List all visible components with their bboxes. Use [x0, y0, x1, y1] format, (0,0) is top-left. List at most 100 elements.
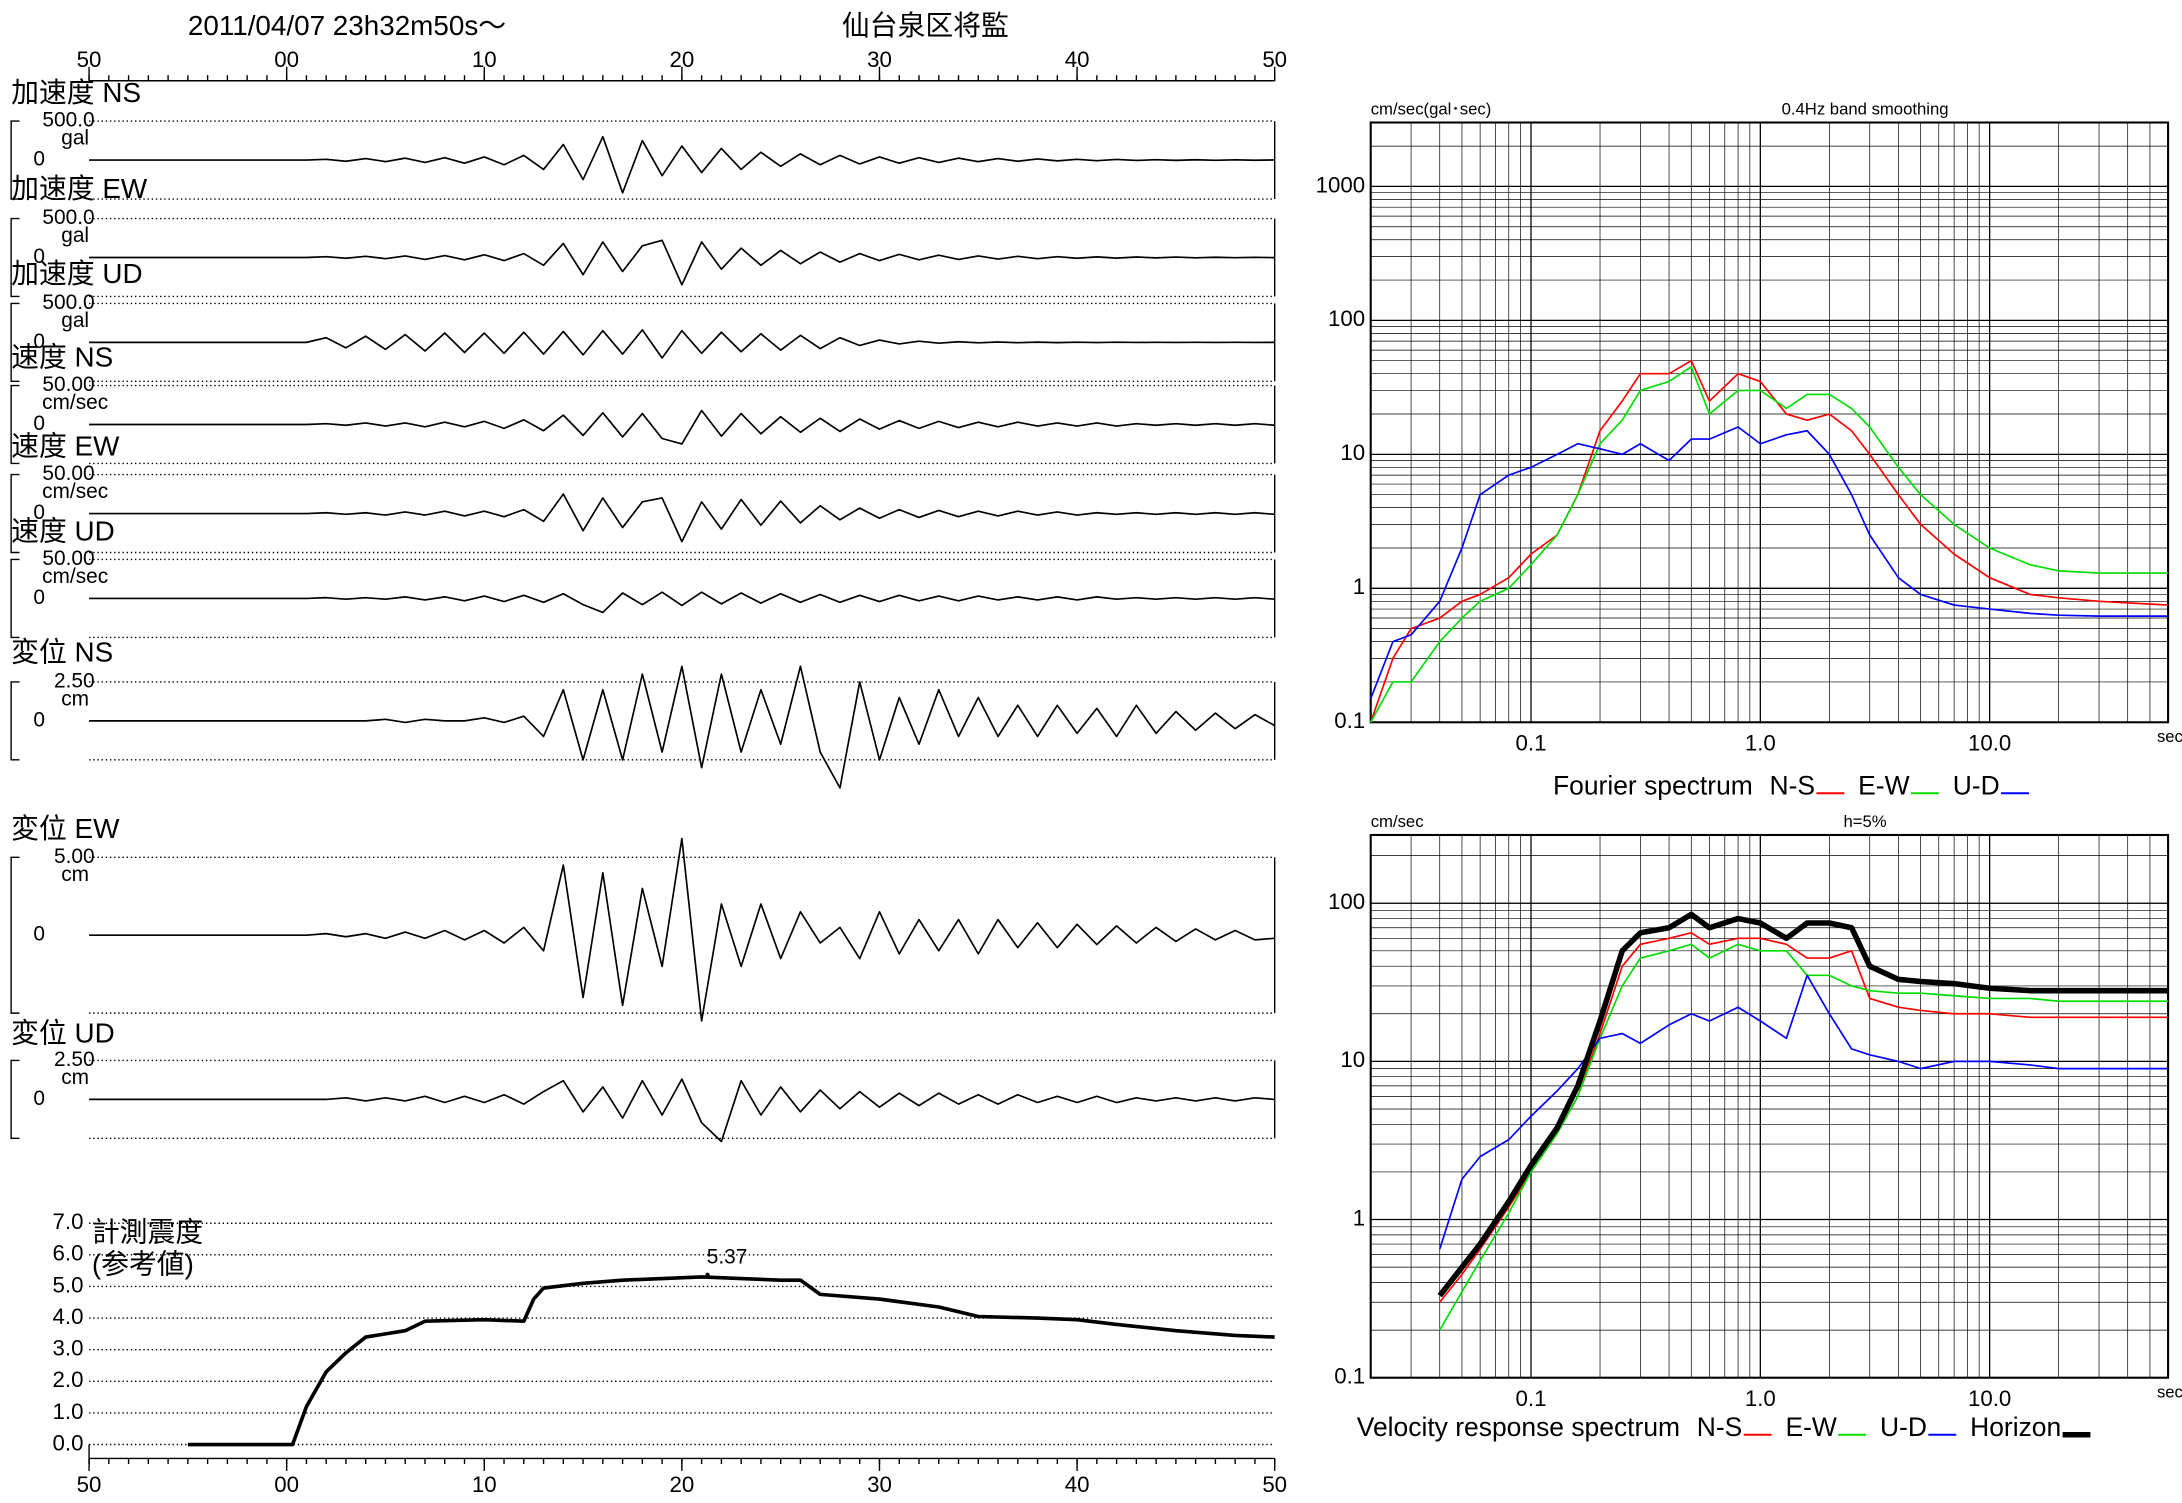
- spectrum-line: [1439, 943, 2169, 1331]
- x-tick-label: 10.0: [1968, 730, 2011, 755]
- record-time: 2011/04/07 23h32m50s〜: [188, 10, 506, 41]
- trace-bracket: [10, 473, 20, 554]
- chart-subtitle: 0.4Hz band smoothing: [1782, 99, 1949, 118]
- trace-bracket: [10, 302, 20, 383]
- trace-name: 変位 UD: [11, 1018, 115, 1049]
- unit-label: cm: [61, 863, 89, 886]
- trace-name: 速度 NS: [11, 341, 113, 372]
- y-tick-label: 0: [33, 330, 45, 353]
- waveform: [89, 837, 1275, 1022]
- spectrum-line: [1438, 974, 2169, 1250]
- waveform: [89, 665, 1276, 789]
- y-tick-label: 10: [1340, 440, 1365, 465]
- legend-label: Horizon: [1970, 1412, 2061, 1442]
- unit-label: cm: [61, 1066, 89, 1089]
- x-tick-label: 30: [867, 1472, 892, 1497]
- spectrum-line: [1369, 426, 2169, 699]
- unit-label: cm/sec: [42, 391, 108, 414]
- trace-name: 加速度 UD: [11, 258, 142, 289]
- trace-bracket: [10, 681, 20, 761]
- trace-bracket: [10, 1059, 20, 1140]
- unit-label: gal: [61, 224, 89, 247]
- plot-frame: [1369, 121, 2170, 724]
- station-name: 仙台泉区将監: [842, 10, 1009, 41]
- waveform: [89, 409, 1275, 445]
- legend-label: E-W: [1858, 771, 1909, 801]
- chart-subtitle: h=5%: [1844, 812, 1887, 831]
- y-tick-label: 6.0: [53, 1241, 84, 1266]
- trace-bracket: [10, 384, 20, 465]
- legend-label: U-D: [1953, 771, 2000, 801]
- waveform: [89, 239, 1275, 286]
- y-tick-label: 7.0: [53, 1209, 84, 1234]
- y-tick-label: 0: [33, 412, 45, 435]
- unit-label: cm/sec: [42, 565, 108, 588]
- y-tick-label: 100: [1328, 306, 1365, 331]
- y-tick-label: 0: [33, 586, 45, 609]
- trace-name: 加速度 NS: [11, 77, 141, 108]
- waveform: [89, 1078, 1275, 1143]
- legend-label: U-D: [1880, 1412, 1927, 1442]
- y-tick-label: 0: [33, 148, 45, 171]
- y-tick-label: 500.0: [42, 109, 94, 132]
- y-tick-label: 50.00: [42, 547, 94, 570]
- trace-name: 速度 EW: [11, 430, 120, 461]
- x-tick-label: 0.1: [1516, 1386, 1547, 1411]
- x-axis-label: sec: [2157, 727, 2182, 746]
- y-tick-label: 0: [33, 1087, 45, 1110]
- x-tick-label: 10.0: [1968, 1386, 2011, 1411]
- trace-name: 変位 EW: [11, 813, 120, 844]
- x-tick-label: 00: [274, 1472, 299, 1497]
- x-tick-label: 20: [670, 47, 695, 72]
- y-tick-label: 3.0: [53, 1336, 84, 1361]
- intensity-subtitle: (参考値): [92, 1249, 194, 1280]
- x-tick-label: 30: [867, 47, 892, 72]
- y-tick-label: 50.00: [42, 462, 94, 485]
- x-tick-label: 50: [77, 47, 102, 72]
- peak-marker: [705, 1272, 710, 1277]
- spectrum-line: [1369, 366, 2169, 723]
- spectrum-line: [1369, 359, 2169, 723]
- waveform: [89, 329, 1275, 359]
- unit-label: gal: [61, 127, 89, 150]
- y-tick-label: 0.1: [1334, 1364, 1365, 1389]
- y-tick-label: 10: [1340, 1047, 1365, 1072]
- unit-label: cm/sec: [42, 480, 108, 503]
- x-axis-label: sec: [2157, 1382, 2182, 1401]
- trace-name: 変位 NS: [11, 636, 113, 667]
- x-tick-label: 1.0: [1745, 1386, 1776, 1411]
- y-tick-label: 5.00: [54, 845, 95, 868]
- x-tick-label: 50: [77, 1472, 102, 1497]
- y-tick-label: 0: [33, 923, 45, 946]
- y-tick-label: 2.0: [53, 1367, 84, 1392]
- y-axis-label: cm/sec: [1371, 812, 1424, 831]
- x-tick-label: 10: [472, 1472, 497, 1497]
- chart-title: Velocity response spectrum: [1357, 1412, 1680, 1442]
- y-tick-label: 50.00: [42, 373, 94, 396]
- legend-label: N-S: [1770, 771, 1816, 801]
- x-tick-label: 20: [670, 1472, 695, 1497]
- peak-label: 5.37: [707, 1246, 748, 1269]
- y-tick-label: 1: [1353, 1205, 1365, 1230]
- intensity-title: 計測震度: [92, 1217, 203, 1248]
- y-tick-label: 5.0: [53, 1272, 84, 1297]
- x-tick-label: 0.1: [1516, 730, 1547, 755]
- chart-title: Fourier spectrum: [1553, 771, 1753, 801]
- y-tick-label: 0.0: [53, 1430, 84, 1455]
- y-tick-label: 500.0: [42, 291, 94, 314]
- x-tick-label: 10: [472, 47, 497, 72]
- spectrum-line: [1437, 911, 2169, 1298]
- trace-bracket: [10, 856, 20, 1014]
- y-tick-label: 4.0: [53, 1304, 84, 1329]
- y-tick-label: 0: [33, 501, 45, 524]
- waveform: [89, 591, 1275, 614]
- y-tick-label: 1.0: [53, 1399, 84, 1424]
- trace-bracket: [10, 558, 20, 639]
- y-tick-label: 0.1: [1334, 708, 1365, 733]
- y-tick-label: 0: [33, 708, 45, 731]
- y-tick-label: 2.50: [54, 1048, 95, 1071]
- y-tick-label: 500.0: [42, 206, 94, 229]
- x-tick-label: 50: [1262, 1472, 1287, 1497]
